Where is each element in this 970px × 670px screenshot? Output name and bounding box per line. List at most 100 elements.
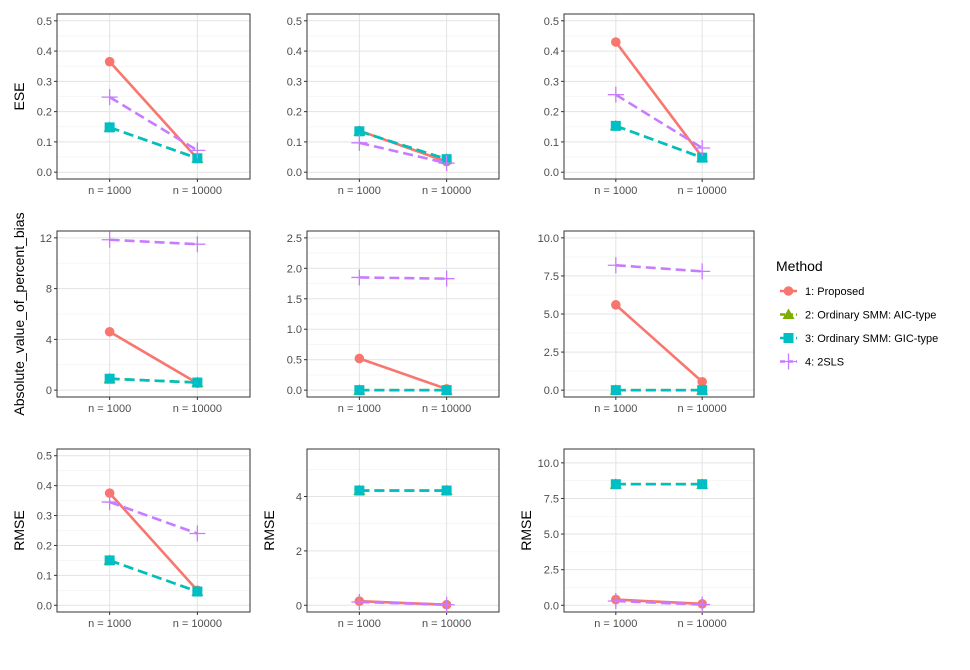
series-4 (607, 86, 711, 156)
series-line (109, 559, 198, 593)
series-3 (104, 373, 203, 388)
x-tick-label: n = 1000 (594, 403, 637, 415)
y-tick-label: 0.2 (37, 107, 52, 119)
series-line (615, 598, 703, 606)
y-tick-label: 0.1 (37, 137, 52, 149)
data-point (104, 122, 115, 133)
legend-key-marker (783, 286, 794, 296)
y-tick-label: 0.5 (37, 451, 52, 463)
y-tick-label: 0.0 (544, 167, 559, 179)
panel-r1c2: 0.0 0.1 0.2 0.3 0.4 0.5 n = 1000 n = 10000 (287, 13, 500, 197)
data-point (697, 376, 707, 387)
series-3 (354, 485, 452, 496)
panel-border (56, 448, 251, 613)
series-4 (351, 594, 455, 613)
y-tick-label: 2.5 (287, 233, 302, 245)
series-4 (351, 269, 455, 287)
data-point (610, 479, 621, 490)
series-4 (607, 257, 711, 280)
data-point (104, 56, 115, 67)
data-point (189, 236, 206, 253)
series-4 (351, 134, 455, 172)
y-axis-label: RMSE (11, 510, 27, 550)
data-point (441, 485, 452, 496)
series-3 (610, 120, 708, 163)
y-tick-label: 0.4 (37, 46, 52, 58)
y-tick-label: 0.0 (287, 385, 302, 397)
x-tick-label: n = 10000 (173, 618, 222, 630)
panel-r2c2: 0.0 0.5 1.0 1.5 2.0 2.5 n = 1000 n = 10000 (287, 230, 500, 415)
y-tick-label: 0.3 (544, 76, 559, 88)
y-tick-label: 0.0 (37, 600, 52, 612)
y-tick-label: 2.5 (544, 347, 559, 359)
series-line (109, 500, 198, 535)
series-3 (104, 555, 203, 597)
y-tick-label: 7.5 (544, 271, 559, 283)
y-tick-label: 0.1 (544, 137, 559, 149)
data-point (441, 385, 452, 396)
data-point (694, 596, 711, 613)
panel-r1c3: 0.0 0.1 0.2 0.3 0.4 0.5 n = 1000 n = 10000 (544, 13, 755, 197)
series-line (615, 124, 703, 159)
y-tick-label: 4 (296, 492, 302, 504)
series-line (358, 130, 448, 161)
data-point (189, 142, 206, 159)
series-line (358, 357, 448, 391)
data-point (694, 263, 711, 280)
y-axis-label: ESE (11, 82, 27, 110)
y-tick-label: 1.5 (287, 294, 302, 306)
series-line (108, 492, 199, 592)
data-point (694, 139, 711, 156)
y-tick-label: 0.0 (37, 167, 52, 179)
panel-background (307, 449, 499, 612)
y-tick-label: 1.0 (287, 324, 302, 336)
panel-border (306, 13, 500, 180)
panel-r1c1: 0.0 0.1 0.2 0.3 0.4 0.5 n = 1000 n = 10000 ESE (11, 13, 251, 197)
y-tick-label: 0.0 (287, 167, 302, 179)
data-point (101, 89, 118, 106)
legend-label: 3: Ordinary SMM: GIC-type (805, 333, 938, 345)
data-point (438, 596, 455, 613)
legend-item: 1: Proposed (780, 286, 864, 298)
panel-border (306, 448, 500, 613)
legend-key-marker (783, 333, 794, 343)
x-tick-label: n = 10000 (422, 618, 471, 630)
x-tick-label: n = 1000 (88, 403, 131, 415)
x-tick-label: n = 1000 (594, 185, 637, 197)
panels-group: 0.0 0.1 0.2 0.3 0.4 0.5 n = 1000 n = 10000 ESE 0.… (11, 13, 755, 630)
y-tick-label: 0.1 (287, 137, 302, 149)
y-tick-label: 0.3 (37, 511, 52, 523)
y-tick-label: 2.5 (544, 565, 559, 577)
series-line (615, 93, 703, 150)
data-point (192, 586, 203, 597)
legend-item: 3: Ordinary SMM: GIC-type (780, 333, 938, 345)
x-tick-label: n = 10000 (678, 403, 727, 415)
y-tick-label: 0.3 (287, 76, 302, 88)
x-tick-label: n = 10000 (678, 185, 727, 197)
x-tick-label: n = 10000 (173, 403, 222, 415)
x-tick-label: n = 1000 (594, 618, 637, 630)
x-tick-label: n = 10000 (422, 403, 471, 415)
x-tick-label: n = 1000 (88, 185, 131, 197)
y-tick-label: 12 (40, 233, 52, 245)
x-tick-label: n = 1000 (338, 618, 381, 630)
series-line (359, 599, 447, 607)
series-4 (607, 592, 711, 613)
data-point (607, 592, 624, 609)
data-point (104, 488, 115, 498)
panel-r3c1: 0.0 0.1 0.2 0.3 0.4 0.5 n = 1000 n = 10000 RMSE (11, 448, 251, 630)
y-tick-label: 5.0 (544, 309, 559, 321)
series-4 (101, 89, 206, 159)
legend-label: 4: 2SLS (805, 357, 844, 369)
series-3 (354, 385, 452, 396)
y-tick-label: 0.4 (544, 46, 559, 58)
y-tick-label: 0.2 (37, 540, 52, 552)
x-tick-label: n = 1000 (338, 403, 381, 415)
y-tick-label: 0.0 (544, 385, 559, 397)
legend-key-marker (780, 353, 797, 370)
legend-label: 1: Proposed (805, 286, 864, 298)
y-axis-label: RMSE (518, 510, 534, 550)
y-tick-label: 0.5 (544, 16, 559, 28)
